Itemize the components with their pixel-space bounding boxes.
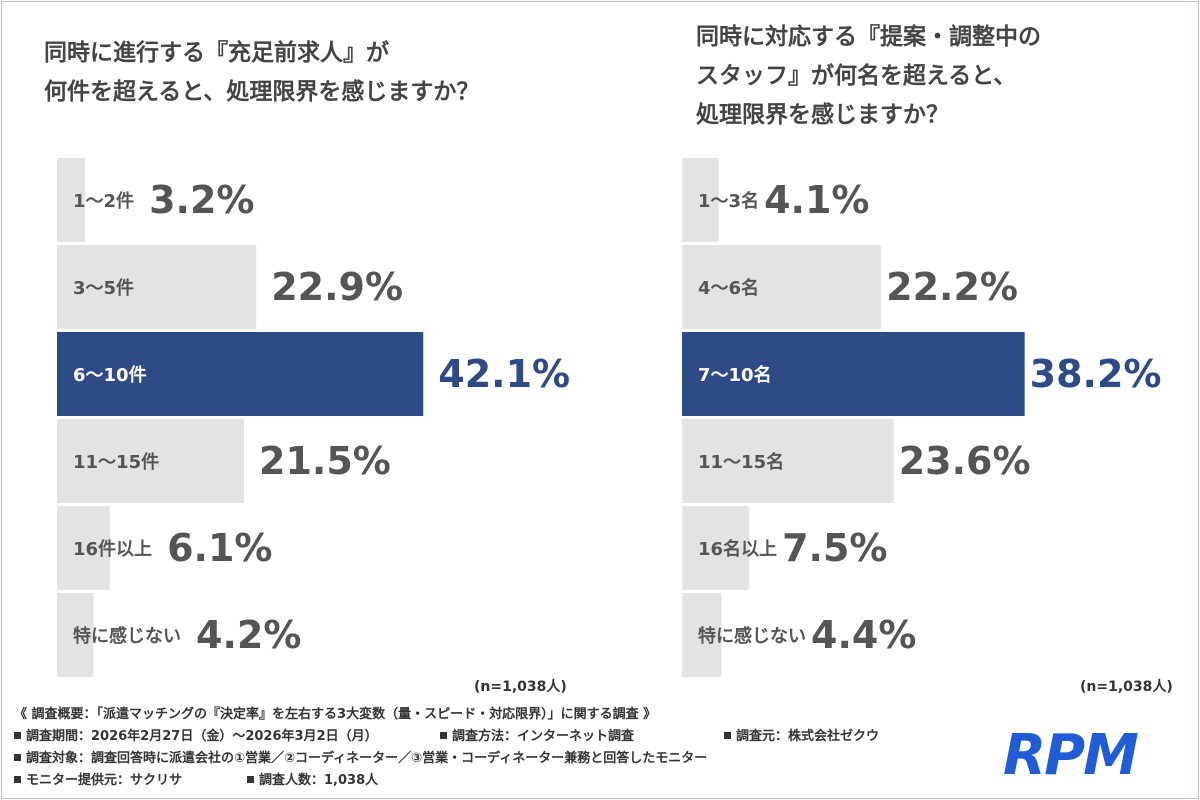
value-label: 42.1% [438, 352, 570, 396]
bar-left-5 [57, 593, 94, 677]
chart-title-line: 処理限界を感じますか？ [696, 102, 949, 128]
category-label: 特に感じない [73, 625, 181, 647]
bar-left-1 [57, 245, 257, 329]
value-label: 22.2% [886, 265, 1018, 309]
survey-meta-row-3: モニター提供元：サクリサ 調査人数：1,038人 [14, 770, 994, 792]
bar-left-3 [57, 419, 245, 503]
value-label: 6.1% [167, 526, 272, 570]
category-label: 3〜5件 [73, 277, 134, 299]
category-label: 特に感じない [698, 625, 806, 647]
value-label: 23.6% [899, 439, 1031, 483]
value-label: 38.2% [1030, 352, 1162, 396]
survey-meta-row-1: 調査期間：2026年2月27日（金）〜2026年3月2日（月） 調査方法：インター… [14, 726, 994, 748]
bullet-square-icon [724, 732, 731, 739]
bar-right-4 [682, 506, 750, 590]
survey-count-item: 調査人数：1,038人 [247, 770, 378, 792]
chart-title-line: スタッフ』が何名を超えると、 [696, 63, 1017, 89]
chart-title-line: 同時に対応する『提案・調整中の [696, 24, 1041, 50]
value-label: 21.5% [259, 439, 391, 483]
bar-left-2 [57, 332, 424, 416]
bar-right-0 [682, 158, 719, 242]
bullet-square-icon [14, 776, 21, 783]
bar-right-5 [682, 593, 722, 677]
category-label: 11〜15名 [698, 451, 784, 473]
bar-left-4 [57, 506, 111, 590]
rpm-logo: RPM [1003, 723, 1139, 788]
bar-chart-left: 1〜2件 3.2% 3〜5件 22.9% 6〜10件 42.1% 11〜15件 21.5% 16… [57, 158, 570, 677]
bullet-square-icon [440, 732, 447, 739]
chart-title-line: 何件を超えると、処理限界を感じますか？ [44, 79, 480, 105]
value-label: 4.1% [764, 178, 869, 222]
bar-right-3 [682, 419, 894, 503]
bullet-square-icon [247, 776, 254, 783]
bar-chart-right: 1〜3名 4.1% 4〜6名 22.2% 7〜10名 38.2% 11〜15名 23.6% 16… [682, 158, 1162, 677]
chart-title-left: 同時に進行する『充足前求人』が 何件を超えると、処理限界を感じますか？ [44, 34, 479, 112]
bar-left-0 [57, 158, 85, 242]
survey-provider-item: モニター提供元：サクリサ [14, 770, 247, 792]
sample-size-note-left: (n=1,038人) [474, 679, 567, 695]
chart-panel-right: 同時に対応する『提案・調整中の スタッフ』が何名を超えると、 処理限界を感じます… [620, 0, 1200, 700]
category-label: 1〜3名 [698, 190, 759, 212]
value-label: 4.2% [196, 613, 301, 657]
survey-count: 調査人数：1,038人 [259, 773, 379, 788]
chart-title-right: 同時に対応する『提案・調整中の スタッフ』が何名を超えると、 処理限界を感じます… [696, 18, 1041, 135]
survey-footer: 《 調査概要：「派遣マッチングの『決定率』を左右する3大変数（量・スピード・対応… [14, 704, 994, 792]
survey-period: 調査期間：2026年2月27日（金）〜2026年3月2日（月） [26, 729, 378, 744]
survey-period-item: 調査期間：2026年2月27日（金）〜2026年3月2日（月） [14, 726, 440, 748]
survey-method-item: 調査方法：インターネット調査 [440, 726, 724, 748]
value-label: 7.5% [782, 526, 887, 570]
survey-meta-row-2: 調査対象：調査回答時に派遣会社の①営業／②コーディネーター／③営業・コーディネー… [14, 748, 994, 770]
category-label: 4〜6名 [698, 277, 759, 299]
survey-target: 調査対象：調査回答時に派遣会社の①営業／②コーディネーター／③営業・コーディネー… [26, 751, 708, 766]
value-label: 22.9% [271, 265, 403, 309]
survey-source-item: 調査元：株式会社ゼクウ [724, 726, 879, 748]
category-label: 16件以上 [73, 538, 152, 560]
survey-source: 調査元：株式会社ゼクウ [736, 729, 880, 744]
category-label: 16名以上 [698, 538, 777, 560]
bar-right-2 [682, 332, 1025, 416]
bullet-square-icon [14, 732, 21, 739]
chart-panel-left: 同時に進行する『充足前求人』が 何件を超えると、処理限界を感じますか？ 1〜2件… [0, 0, 620, 700]
category-label: 1〜2件 [73, 190, 134, 212]
chart-title-line: 同時に進行する『充足前求人』が [44, 40, 389, 66]
category-label: 11〜15件 [73, 451, 159, 473]
survey-summary: 《 調査概要：「派遣マッチングの『決定率』を左右する3大変数（量・スピード・対応… [14, 707, 657, 722]
value-label: 4.4% [811, 613, 916, 657]
category-label: 6〜10件 [73, 364, 147, 386]
bar-right-1 [682, 245, 882, 329]
survey-method: 調査方法：インターネット調査 [452, 729, 635, 744]
survey-provider: モニター提供元：サクリサ [26, 773, 183, 788]
category-label: 7〜10名 [698, 364, 772, 386]
sample-size-note-right: (n=1,038人) [1080, 679, 1173, 695]
value-label: 3.2% [149, 178, 254, 222]
bullet-square-icon [14, 754, 21, 761]
